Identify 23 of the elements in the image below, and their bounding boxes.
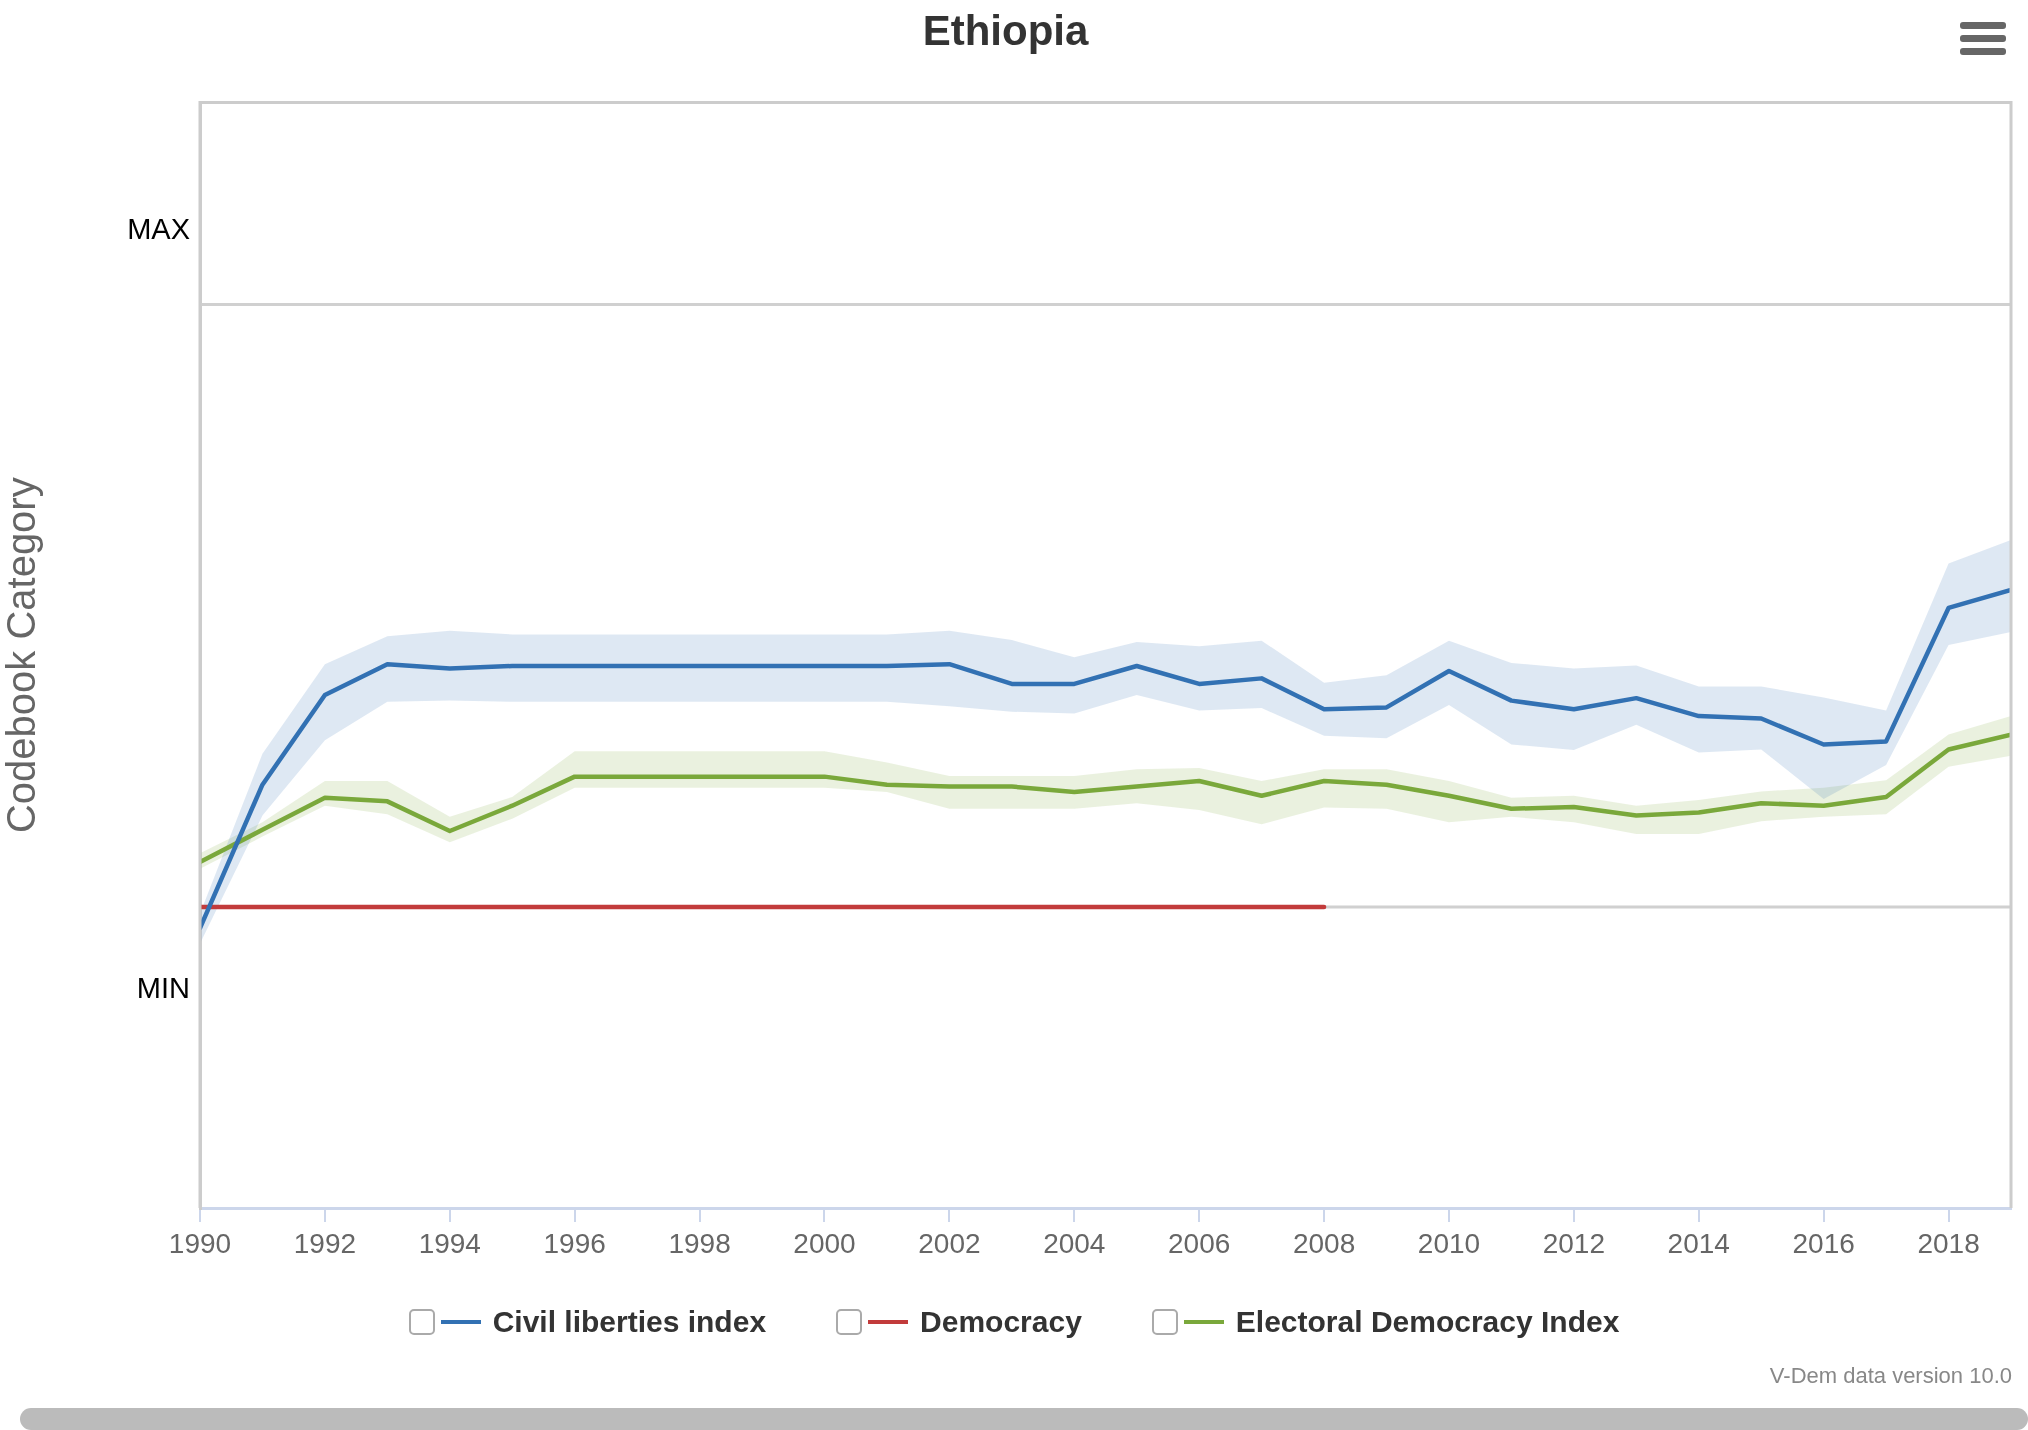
chart-title: Ethiopia xyxy=(922,6,1089,54)
x-tick-label: 2016 xyxy=(1792,1227,1855,1259)
x-tick-label: 1990 xyxy=(168,1227,232,1259)
legend-label: Civil liberties index xyxy=(492,1305,767,1339)
text: MAX xyxy=(127,212,190,245)
x-tick-label: 2002 xyxy=(918,1227,981,1259)
x-tick-label: 1992 xyxy=(293,1227,357,1259)
x-tick-label: 2014 xyxy=(1667,1227,1730,1259)
x-tick-label: 1998 xyxy=(668,1227,731,1259)
text: MIN xyxy=(136,972,190,1005)
legend-label: Democracy xyxy=(920,1305,1082,1339)
x-tick-label: 2010 xyxy=(1417,1227,1481,1259)
x-tick-label: 1996 xyxy=(543,1227,606,1259)
x-tick-label: 2012 xyxy=(1542,1227,1606,1259)
x-tick-label: 2006 xyxy=(1168,1227,1231,1259)
y-axis-title: Codebook Category xyxy=(0,477,44,834)
x-tick-label: 2008 xyxy=(1292,1227,1356,1259)
text: V-Dem data version 10.0 xyxy=(1769,1363,2012,1389)
x-tick-label: 1994 xyxy=(418,1227,481,1259)
x-tick-label: 2000 xyxy=(793,1227,856,1259)
legend-label: Electoral Democracy Index xyxy=(1235,1305,1620,1339)
x-tick-label: 2018 xyxy=(1917,1227,1980,1259)
x-tick-label: 2004 xyxy=(1043,1227,1106,1259)
